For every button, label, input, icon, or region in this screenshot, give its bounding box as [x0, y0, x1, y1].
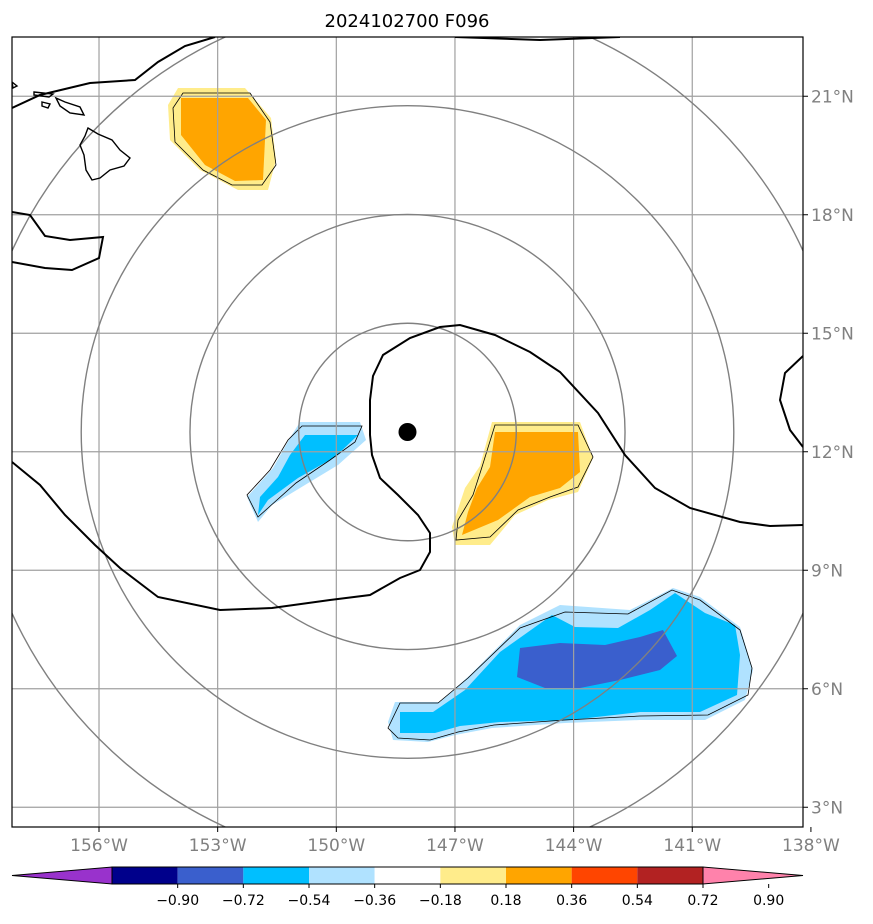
contour-line-nw [172, 92, 277, 186]
negative-anomaly-core-se [517, 630, 677, 688]
island-lanai [41, 101, 52, 109]
storm-center-marker [398, 423, 417, 441]
colorbar-extend-min [11, 866, 113, 885]
colorbar-tick-label: 0.72 [687, 893, 718, 909]
range-ring [189, 213, 626, 651]
range-ring [80, 105, 735, 759]
lat-tick-label: 21°N [811, 87, 854, 107]
colorbar-tick-label: −0.90 [156, 893, 199, 909]
colorbar-tick-label: −0.36 [353, 893, 396, 909]
island-kauai [12, 81, 19, 90]
island-maui [54, 96, 86, 116]
colorbar-tick-label: 0.36 [556, 893, 587, 909]
thick-contour-west-hook [12, 211, 105, 272]
latitude-labels: 3°N 6°N 9°N 12°N 15°N 18°N 21°N [803, 87, 854, 818]
negative-anomaly-core-west [258, 435, 358, 515]
range-rings [12, 37, 803, 827]
colorbar-tick-label: −0.18 [419, 893, 462, 909]
lon-tick-label: 153°W [189, 836, 247, 856]
colorbar-segment [243, 867, 309, 884]
thick-contour-north [12, 37, 216, 109]
thick-contour-trough [12, 323, 803, 612]
colorbar-outline [111, 866, 704, 885]
colorbar-tick-label: 0.54 [622, 893, 653, 909]
contour-line-se [387, 589, 753, 741]
lat-tick-label: 3°N [811, 798, 843, 818]
lon-tick-label: 147°W [426, 836, 484, 856]
lon-tick-label: 138°W [782, 836, 840, 856]
colorbar-segment [506, 867, 572, 884]
colorbar-tick-label: 0.90 [753, 893, 784, 909]
colorbar-segment [177, 867, 244, 884]
colorbar-segment [440, 867, 506, 884]
lon-tick-label: 141°W [663, 836, 721, 856]
contour-line-west [246, 425, 363, 518]
lon-tick-label: 156°W [70, 836, 128, 856]
positive-anomaly-core-nw [181, 98, 266, 181]
positive-anomaly-core-central [462, 432, 580, 535]
colorbar-segment [571, 867, 638, 884]
lon-tick-label: 150°W [307, 836, 365, 856]
thick-contour-lines [12, 37, 803, 612]
map-gridlines [12, 37, 803, 827]
lat-tick-label: 12°N [811, 443, 854, 463]
colorbar-segment [309, 867, 375, 884]
range-ring [298, 322, 517, 542]
island-big-island [79, 126, 131, 181]
lat-tick-label: 6°N [811, 680, 843, 700]
colorbar-tick-label: 0.18 [490, 893, 521, 909]
anomaly-fill-layer [168, 88, 753, 742]
thick-contour-top-edge [454, 37, 621, 42]
colorbar-tick-label: −0.54 [288, 893, 331, 909]
longitude-labels: 156°W 153°W 150°W 147°W 144°W 141°W 138°W [70, 827, 840, 856]
colorbar-tick-label: −0.72 [222, 893, 265, 909]
colorbar: −0.90 −0.72 −0.54 −0.36 −0.18 0.18 0.36 0.54 0.7… [11, 866, 804, 909]
figure-title: 2024102700 F096 [325, 11, 490, 32]
colorbar-segment [637, 867, 703, 884]
map-plot-area [12, 37, 803, 827]
lat-tick-label: 15°N [811, 324, 854, 344]
lat-tick-label: 9°N [811, 561, 843, 581]
colorbar-extend-max [702, 866, 804, 885]
map-frame [11, 36, 804, 828]
thick-contour-east-edge [778, 355, 803, 448]
colorbar-segment [374, 867, 441, 884]
colorbar-segment [112, 867, 178, 884]
lat-tick-label: 18°N [811, 206, 854, 226]
lon-tick-label: 144°W [545, 836, 603, 856]
